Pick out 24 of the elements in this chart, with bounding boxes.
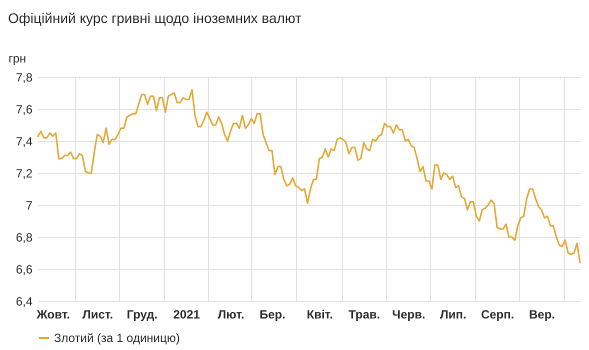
chart-title: Офіційний курс гривні щодо іноземних валют bbox=[8, 10, 302, 26]
y-tick-label: 7,4 bbox=[16, 134, 33, 148]
x-tick-label: Лист. bbox=[82, 308, 114, 322]
y-tick-label: 6,8 bbox=[16, 230, 33, 244]
y-tick-label: 7,2 bbox=[16, 166, 33, 180]
y-tick-label: 7,8 bbox=[16, 70, 33, 84]
x-tick-label: Бер. bbox=[259, 308, 286, 322]
y-tick-label: 6,6 bbox=[16, 262, 33, 276]
line-series bbox=[37, 89, 581, 264]
x-tick-label: Черв. bbox=[392, 308, 426, 322]
x-tick-label: Квіт. bbox=[306, 308, 333, 322]
y-axis-title: грн bbox=[8, 52, 26, 66]
y-tick-label: 7 bbox=[26, 198, 33, 212]
x-tick-label: Груд. bbox=[126, 308, 158, 322]
y-tick-label: 7,6 bbox=[16, 102, 33, 116]
y-tick-label: 6,4 bbox=[16, 294, 33, 308]
x-tick-label: Трав. bbox=[348, 308, 380, 322]
x-tick-label: 2021 bbox=[173, 308, 200, 322]
legend-label: Злотий (за 1 одиницю) bbox=[54, 331, 180, 345]
x-tick-label: Вер. bbox=[528, 308, 556, 322]
x-tick-label: Лют. bbox=[218, 308, 244, 322]
x-tick-label: Жовт. bbox=[36, 308, 70, 322]
x-tick-label: Серп. bbox=[480, 308, 514, 322]
x-tick-label: Лип. bbox=[440, 308, 466, 322]
